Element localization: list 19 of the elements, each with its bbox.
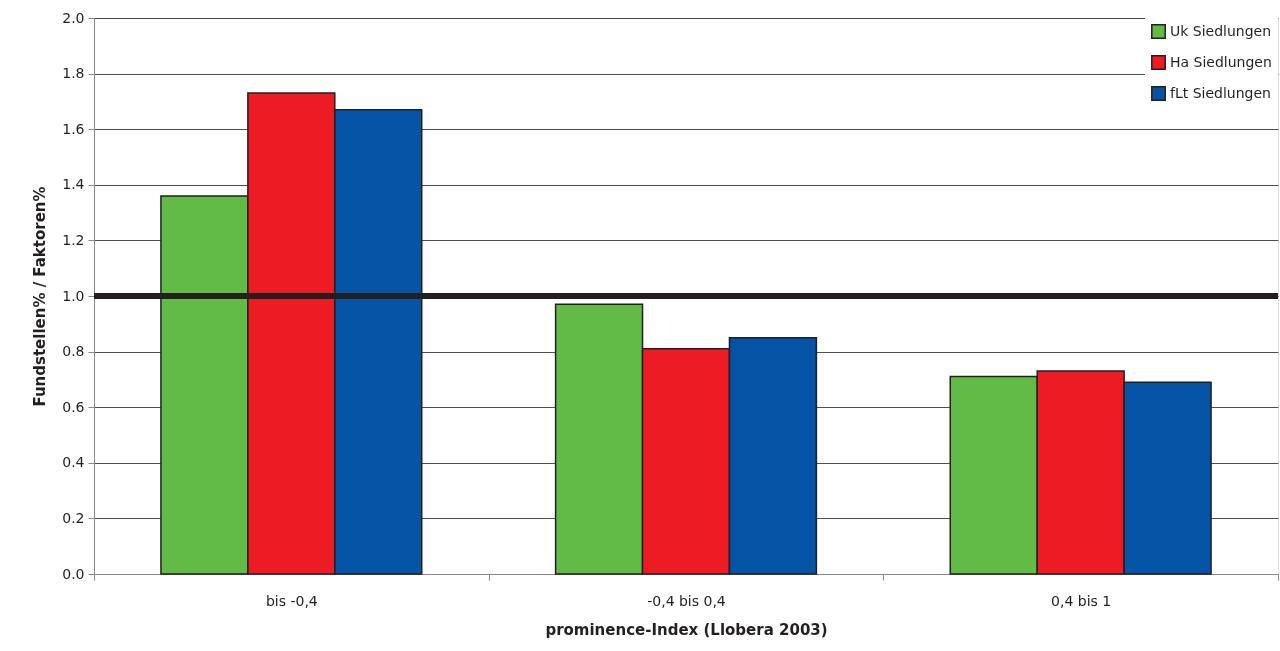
x-tick-label: 0,4 bis 1 — [1051, 592, 1112, 609]
x-tick-label: -0,4 bis 0,4 — [647, 592, 726, 609]
y-tick-label: 1.4 — [62, 176, 85, 193]
y-tick-label: 1.8 — [62, 65, 85, 82]
y-tick-label: 0.0 — [62, 565, 85, 582]
y-tick-label: 0.8 — [62, 343, 85, 360]
y-tick-label: 0.6 — [62, 398, 85, 415]
x-tick-label: bis -0,4 — [265, 592, 318, 609]
y-tick-label: 1.6 — [62, 120, 85, 137]
legend-label: Ha Siedlungen — [1170, 53, 1272, 70]
x-axis-title: prominence-Index (Llobera 2003) — [545, 620, 828, 639]
y-tick-label: 0.2 — [62, 509, 85, 526]
legend-label: Uk Siedlungen — [1170, 22, 1272, 39]
y-tick-label: 0.4 — [62, 454, 85, 471]
y-tick-label: 1.2 — [62, 231, 85, 248]
y-tick-label: 1.0 — [62, 287, 85, 304]
legend-label: fLt Siedlungen — [1170, 84, 1271, 101]
y-tick-label: 2.0 — [62, 9, 85, 26]
y-axis-title: Fundstellen% / Faktoren% — [31, 186, 50, 407]
